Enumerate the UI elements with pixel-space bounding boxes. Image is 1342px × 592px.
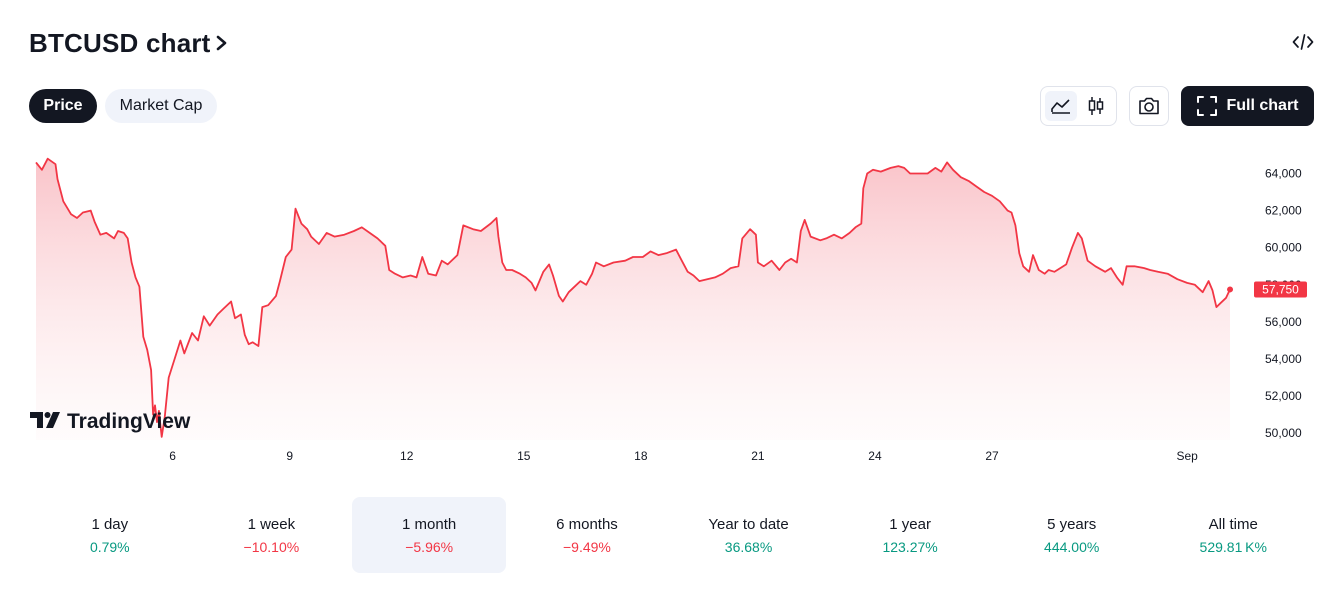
period-change: 529.81 K% — [1199, 538, 1267, 555]
price-chart[interactable]: 6 9 12 15 18 21 24 27 Sep 50,000 52,000 54,000 56,0… — [0, 140, 1342, 470]
candles-icon — [1089, 97, 1104, 115]
period-1-month[interactable]: 1 month −5.96% — [352, 497, 507, 573]
y-tick-label: 64,000 — [1265, 167, 1302, 181]
chart-style-toggle — [1040, 86, 1117, 126]
period-change: −9.49% — [563, 538, 611, 555]
embed-code-button[interactable] — [1290, 30, 1316, 54]
tradingview-logo-icon — [30, 412, 60, 428]
tradingview-logo: TradingView — [30, 410, 191, 433]
last-price-badge — [1254, 281, 1307, 298]
x-tick-label: 15 — [517, 449, 531, 463]
x-tick-label: Sep — [1176, 449, 1198, 463]
period-change: 123.27% — [882, 538, 938, 555]
period-label: 5 years — [1047, 515, 1097, 533]
period-1-week[interactable]: 1 week −10.10% — [191, 497, 353, 573]
area-chart-icon — [1050, 99, 1070, 114]
period-label: All time — [1208, 515, 1258, 533]
x-tick-label: 27 — [985, 449, 999, 463]
y-tick-label: 54,000 — [1265, 352, 1302, 366]
period-label: 1 year — [889, 515, 931, 533]
y-tick-label: 52,000 — [1265, 389, 1302, 403]
period-change: −10.10% — [243, 538, 300, 555]
period-change: 0.79% — [89, 538, 130, 555]
period-label: 1 day — [91, 515, 129, 533]
last-price-label: 57,750 — [1262, 282, 1299, 296]
last-price-marker: 57,750 — [1227, 281, 1307, 298]
last-price-dot — [1227, 286, 1234, 293]
price-line-path — [35, 157, 1231, 438]
x-tick-label: 9 — [286, 449, 293, 463]
page-title[interactable]: BTCUSD chart — [29, 27, 211, 58]
period-all-time[interactable]: All time 529.81 K% — [1152, 497, 1314, 573]
fullscreen-icon — [1197, 96, 1218, 116]
tab-price[interactable]: Price — [29, 89, 97, 123]
candles-chart-button[interactable] — [1081, 91, 1113, 121]
period-1-day[interactable]: 1 day 0.79% — [29, 497, 191, 573]
period-1-year[interactable]: 1 year 123.27% — [829, 497, 991, 573]
chart-header: BTCUSD chart — [29, 26, 229, 60]
watermark-text: TradingView — [67, 410, 191, 433]
x-tick-label: 21 — [751, 449, 765, 463]
period-label: 6 months — [556, 515, 618, 533]
period-change: 36.68% — [724, 538, 773, 555]
y-axis: 50,00052,00054,00056,00058,00060,00062,0… — [1265, 167, 1302, 441]
x-tick-label: 18 — [634, 449, 648, 463]
price-area-fill — [36, 158, 1230, 440]
period-year-to-date[interactable]: Year to date 36.68% — [668, 497, 830, 573]
tab-market-cap[interactable]: Market Cap — [105, 89, 217, 123]
x-axis: 6 9 12 15 18 21 24 27 Sep — [169, 449, 1198, 463]
x-tick-label: 12 — [400, 449, 414, 463]
x-tick-label: 24 — [868, 449, 882, 463]
period-5-years[interactable]: 5 years 444.00% — [991, 497, 1153, 573]
chevron-right-icon[interactable] — [215, 33, 229, 53]
y-tick-label: 60,000 — [1265, 241, 1302, 255]
area-chart-button[interactable] — [1045, 91, 1077, 121]
period-change: −5.96% — [405, 538, 454, 555]
y-tick-label: 50,000 — [1265, 426, 1302, 440]
price-line — [35, 157, 1231, 438]
embed-code-icon — [1292, 34, 1314, 50]
full-chart-label: Full chart — [1226, 97, 1299, 114]
y-tick-label: 56,000 — [1265, 315, 1302, 329]
x-tick-label: 6 — [169, 449, 176, 463]
period-label: 1 month — [402, 515, 457, 533]
screenshot-button[interactable] — [1129, 86, 1169, 126]
period-change: 444.00% — [1044, 538, 1100, 555]
y-tick-label: 62,000 — [1265, 204, 1302, 218]
period-label: 1 week — [247, 515, 296, 533]
period-6-months[interactable]: 6 months −9.49% — [506, 497, 668, 573]
period-label: Year to date — [708, 515, 789, 533]
area-fill-path — [36, 158, 1230, 440]
period-returns: 1 day 0.79% 1 week −10.10% 1 month −5.96% 6 mo… — [29, 497, 1314, 573]
camera-icon — [1139, 97, 1159, 115]
full-chart-button[interactable]: Full chart — [1181, 86, 1314, 126]
